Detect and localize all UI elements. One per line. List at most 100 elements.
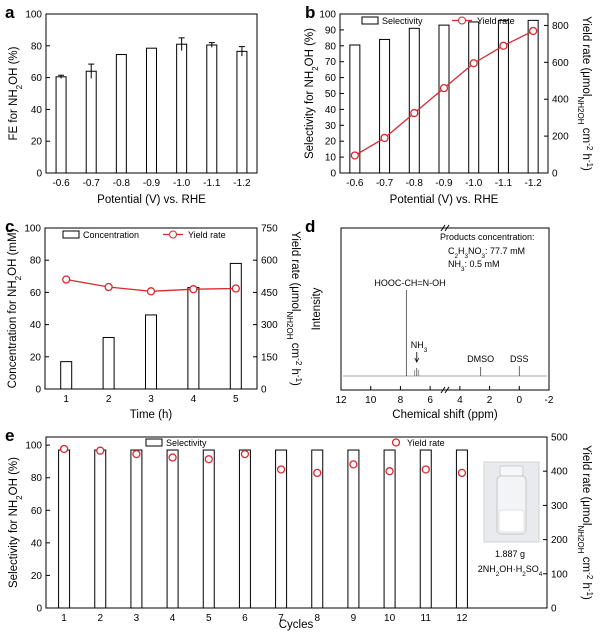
panel-d-x-tick-label: 4 bbox=[457, 395, 463, 406]
panel-a-x-tick-label: -0.7 bbox=[83, 178, 101, 189]
panel-e-yield-point bbox=[457, 468, 467, 478]
panel-a-y-tick-label: 20 bbox=[31, 137, 43, 148]
panel-a-bar bbox=[115, 54, 127, 174]
panel-d-x-tick-label: 0 bbox=[517, 395, 523, 406]
panel-e-vial-powder bbox=[498, 509, 525, 533]
panel-b-y2-tick-label: 400 bbox=[552, 95, 569, 106]
panel-a-x-tick-label: -1.0 bbox=[173, 178, 191, 189]
panel-d-xlabel: Chemical shift (ppm) bbox=[392, 409, 498, 421]
panel-e-inset-compound: 2NH2OH·H2SO4 bbox=[478, 564, 543, 578]
panel-c-y-tick-label: 60 bbox=[30, 288, 42, 299]
panel-a-x-tick-label: -0.6 bbox=[52, 178, 70, 189]
panel-e-x-tick-label: 3 bbox=[134, 613, 140, 624]
panel-c-y-tick-label: 20 bbox=[30, 352, 42, 363]
panel-e-y2-tick-label: 100 bbox=[551, 569, 568, 580]
panel-d-peak-label-dmso: DMSO bbox=[467, 354, 494, 364]
panel-e-legend-yield-swatch bbox=[391, 438, 401, 447]
panel-e-legend-yield-label: Yield rate bbox=[407, 438, 445, 448]
panel-e-bar bbox=[202, 449, 215, 609]
panel-e-xlabel: Cycles bbox=[279, 619, 314, 631]
panel-e-y-tick-label: 20 bbox=[31, 571, 43, 582]
panel-e-y-tick-label: 100 bbox=[25, 441, 42, 452]
panel-c-yield-point bbox=[231, 284, 240, 293]
panel-b-x-tick-label: -1.2 bbox=[525, 178, 543, 189]
panel-e-bar bbox=[275, 449, 288, 609]
panel-e-bar bbox=[419, 449, 432, 609]
panel-b-y-tick-label: 50 bbox=[325, 89, 337, 100]
panel-c-letter: c bbox=[5, 217, 14, 236]
panel-b-letter: b bbox=[305, 3, 315, 22]
panel-e-bar bbox=[58, 449, 71, 609]
panel-b-y-tick-label: 70 bbox=[325, 57, 337, 68]
panel-b-y-tick-label: 10 bbox=[325, 153, 337, 164]
panel-c-bar bbox=[60, 361, 73, 390]
panel-d-x-tick-label: 6 bbox=[427, 395, 433, 406]
panel-b-y2-tick-label: 800 bbox=[552, 21, 569, 32]
panel-d-x-tick-label: 10 bbox=[365, 395, 377, 406]
panel-e-bar bbox=[383, 449, 396, 609]
panel-a-letter: a bbox=[5, 3, 15, 22]
panel-c-y2-tick-label: 600 bbox=[261, 256, 278, 267]
panel-a-y-tick-label: 0 bbox=[36, 169, 42, 180]
panel-c-x-tick-label: 3 bbox=[148, 394, 154, 405]
panel-e-y-tick-label: 80 bbox=[31, 473, 43, 484]
panel-b-xlabel: Potential (V) vs. RHE bbox=[390, 194, 499, 206]
panel-e-x-tick-label: 2 bbox=[97, 613, 103, 624]
panel-b-x-tick-label: -1.0 bbox=[465, 178, 483, 189]
panel-e-letter: e bbox=[5, 426, 14, 445]
panel-c-bar bbox=[145, 314, 157, 390]
panel-b-legend-selectivity-swatch bbox=[361, 16, 379, 25]
panel-a-x-tick-label: -1.2 bbox=[233, 178, 251, 189]
panel-e-y-tick-label: 0 bbox=[36, 604, 42, 615]
panel-e-x-tick-label: 5 bbox=[206, 613, 212, 624]
panel-e-x-tick-label: 1 bbox=[61, 613, 67, 624]
panel-e-y-tick-label: 40 bbox=[31, 538, 43, 549]
panel-b-x-tick-label: -0.9 bbox=[435, 178, 453, 189]
panel-b-yield-point bbox=[410, 108, 419, 118]
panel-e-yield-point bbox=[59, 444, 69, 454]
panel-a-bar bbox=[55, 76, 67, 174]
panel-b-y2label: Yield rate (μmolNH2OH cm-2 h-1) bbox=[577, 16, 595, 171]
panel-e-bar bbox=[94, 449, 107, 609]
panel-e-x-tick-label: 10 bbox=[384, 613, 396, 624]
panel-a-ylabel: FE for NH2OH (%) bbox=[8, 46, 24, 140]
panel-c-y2-tick-label: 0 bbox=[261, 385, 267, 396]
panel-d-annotation-line1: C2H3NO3: 77.7 mM bbox=[448, 246, 525, 260]
panel-b-y-tick-label: 100 bbox=[319, 10, 336, 21]
panel-d-ylabel: Intensity bbox=[311, 287, 323, 330]
panel-c-yield-point bbox=[146, 287, 156, 296]
panel-d-x-tick-label: -2 bbox=[545, 395, 554, 406]
panel-d-peak-label-nh3: NH3 bbox=[411, 340, 428, 354]
panel-b-y-tick-label: 20 bbox=[325, 137, 337, 148]
panel-e-legend-selectivity-label: Selectivity bbox=[166, 438, 207, 448]
panel-b-x-tick-label: -1.1 bbox=[495, 178, 513, 189]
panel-d-annotation-title: Products concentration: bbox=[440, 232, 535, 242]
panel-d-x-tick-label: 2 bbox=[487, 395, 493, 406]
panel-c-x-tick-label: 5 bbox=[233, 394, 239, 405]
panel-c-yield-point bbox=[104, 282, 113, 292]
panel-a-bar bbox=[176, 43, 188, 174]
panel-b-bar bbox=[497, 19, 509, 174]
panel-c-y-tick-label: 80 bbox=[30, 256, 42, 267]
panel-e-y2-tick-label: 0 bbox=[551, 604, 557, 615]
panel-c-y2-tick-label: 450 bbox=[261, 288, 278, 299]
panel-c-legend-yield-swatch-marker bbox=[169, 230, 177, 239]
panel-a-xlabel: Potential (V) vs. RHE bbox=[97, 194, 206, 206]
panel-b-y-tick-label: 90 bbox=[325, 25, 337, 36]
panel-c-yield-point bbox=[189, 285, 198, 294]
panel-e-x-tick-label: 4 bbox=[170, 613, 176, 624]
panel-e-yield-point bbox=[276, 465, 286, 474]
panel-e-bar bbox=[311, 449, 324, 609]
panel-e-x-tick-label: 8 bbox=[314, 613, 320, 624]
panel-b-bar bbox=[379, 38, 391, 174]
panel-e-legend-selectivity-swatch bbox=[145, 438, 163, 447]
panel-e-y2-tick-label: 500 bbox=[551, 433, 568, 444]
panel-a-y-tick-label: 80 bbox=[31, 41, 43, 52]
panel-c-legend-concentration-swatch bbox=[62, 230, 80, 239]
panel-e-x-tick-label: 11 bbox=[421, 613, 432, 624]
panel-b-bar bbox=[349, 44, 361, 174]
panel-b-x-tick-label: -0.7 bbox=[376, 178, 394, 189]
panel-e-y2label: Yield rate (μmolNH2OH cm-2 h-1) bbox=[577, 445, 595, 600]
panel-e-vial-cap bbox=[499, 465, 524, 477]
panel-c-x-tick-label: 4 bbox=[191, 394, 197, 405]
